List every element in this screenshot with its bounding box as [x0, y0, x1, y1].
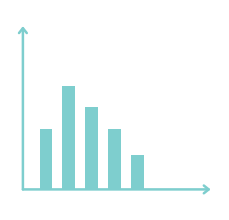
Bar — [108, 129, 121, 189]
Bar — [131, 155, 144, 189]
Bar — [39, 129, 52, 189]
Bar — [85, 107, 98, 189]
Bar — [62, 86, 75, 189]
